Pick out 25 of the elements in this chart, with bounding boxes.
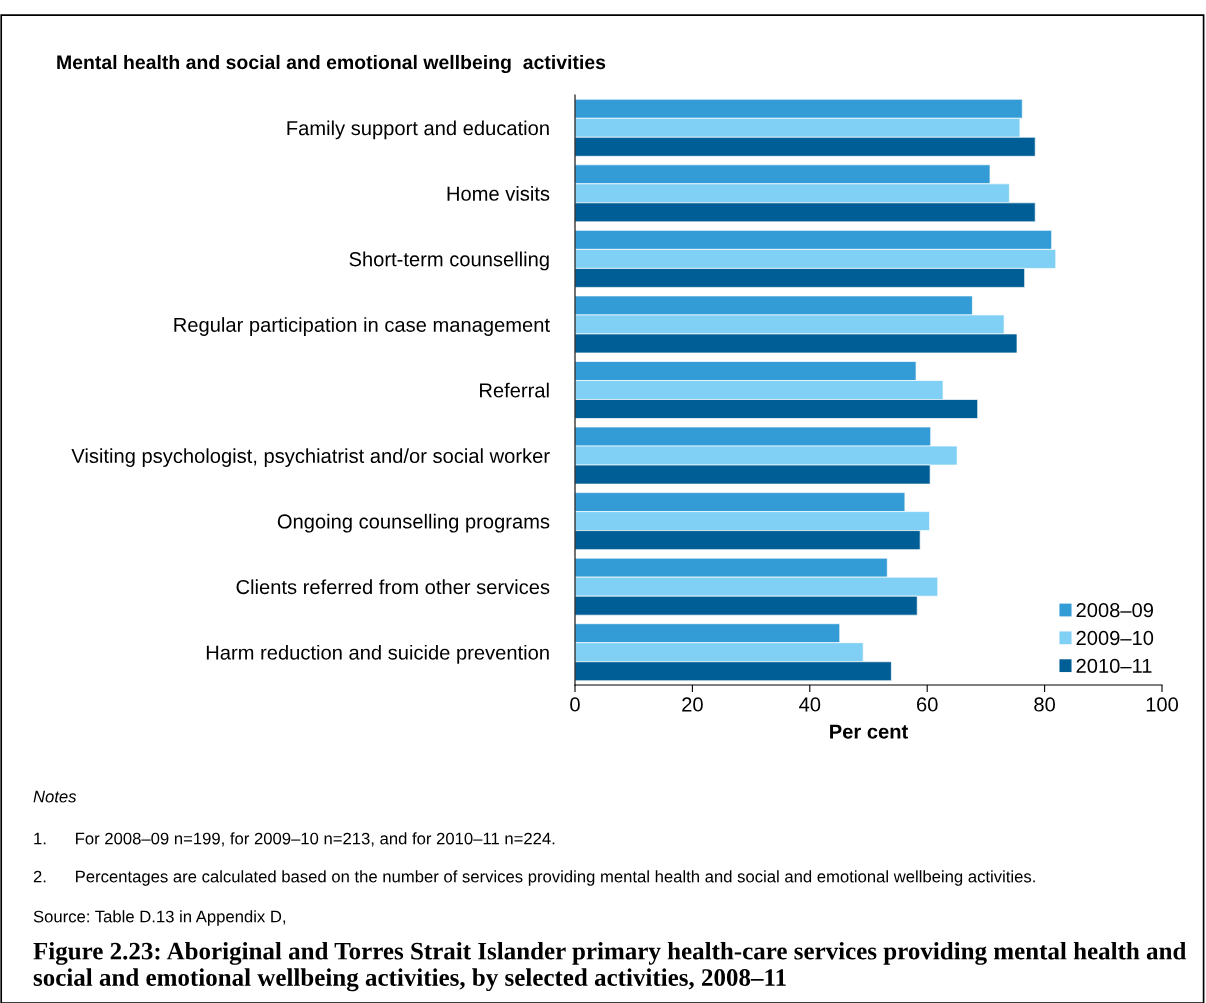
caption: Figure 2.23: Aboriginal and Torres Strait Islander primary health-care services providing mental health and social and emotional wellbeing activities, by selected activities, 2008–11 (33, 942, 1187, 992)
y-tick-label: Home visits (447, 186, 550, 201)
x-tick-label: 40 (799, 697, 821, 712)
source-note: Source: Table D.13 in Appendix D, (33, 910, 286, 926)
y-tick-label: Harm reduction and suicide prevention (206, 644, 549, 664)
x-tick-label: 20 (682, 697, 703, 712)
legend-label: 2009–10 (1076, 630, 1154, 646)
x-tick-label: 0 (570, 697, 580, 712)
legend-label: 2008–09 (1076, 603, 1153, 618)
x-tick-label: 60 (917, 697, 938, 712)
text: 2. Percentages are calculated based on the number of services providing mental health and social and emotional wellbeing activities. (33, 870, 1035, 886)
y-tick-label: Visiting psychologist, psychiatrist and/or social worker (71, 448, 550, 468)
y-tick-label: Short-term counselling (349, 251, 549, 271)
x-tick-label: 100 (1146, 697, 1179, 712)
y-tick-label: Family support and education (287, 120, 549, 140)
y-tick-label: Clients referred from other services (236, 579, 550, 595)
x-tick-label: 80 (1034, 697, 1056, 712)
text: 1. For 2008–09 n=199, for 2009–10 n=213, and for 2010–11 n=224. (34, 832, 555, 847)
text: Mental health and social and emotional wellbeing activities (57, 54, 606, 74)
y-tick-label: Referral (480, 382, 549, 398)
y-tick-label: Regular participation in case management (174, 317, 550, 336)
legend-label: 2010–11 (1076, 658, 1152, 673)
x-axis-title: Per cent (830, 724, 908, 739)
text: Notes (33, 790, 77, 803)
y-tick-label: Ongoing counselling programs (277, 513, 550, 533)
